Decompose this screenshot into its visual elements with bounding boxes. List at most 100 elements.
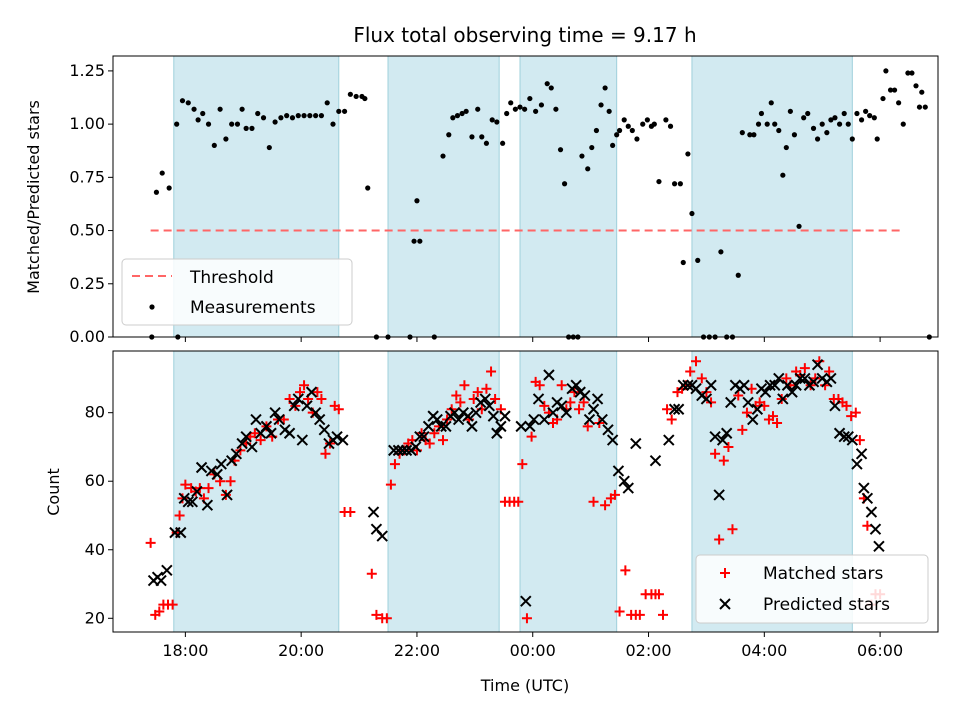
data-point	[880, 95, 886, 102]
data-point	[629, 127, 635, 134]
data-point	[522, 106, 528, 112]
data-point-plus	[167, 599, 178, 610]
data-point-plus	[472, 387, 483, 398]
data-point-x	[777, 393, 789, 405]
data-point	[330, 121, 336, 127]
data-point-plus	[714, 534, 725, 545]
data-point-x	[596, 413, 608, 426]
y-tick-label: 20	[85, 608, 105, 627]
data-point-x	[435, 420, 447, 433]
data-point-x	[337, 434, 349, 446]
data-point-plus	[582, 421, 593, 432]
data-point-x	[414, 430, 426, 443]
data-point	[295, 113, 301, 119]
data-point	[814, 136, 821, 142]
data-point	[585, 166, 591, 172]
data-point-x	[794, 372, 806, 385]
data-point-plus	[255, 435, 266, 446]
data-point	[159, 170, 165, 176]
data-point	[858, 117, 865, 123]
data-point-x	[672, 403, 685, 415]
data-point	[867, 113, 873, 119]
data-point-x	[663, 434, 675, 446]
data-point-x	[201, 499, 214, 511]
data-point-x	[738, 379, 750, 391]
data-point-plus	[741, 407, 752, 418]
data-point-plus	[600, 500, 611, 511]
data-point-x	[495, 420, 507, 433]
data-point-x	[579, 389, 591, 402]
data-point	[239, 106, 245, 112]
data-point-x	[301, 400, 313, 412]
data-point	[185, 100, 191, 106]
data-point-x	[747, 413, 759, 426]
data-point	[671, 181, 678, 187]
data-point-x	[861, 492, 874, 505]
data-point-x	[838, 430, 850, 443]
data-point-x	[682, 379, 694, 391]
data-point-plus	[662, 404, 673, 415]
data-point-x	[483, 400, 496, 412]
data-point	[718, 249, 724, 255]
data-point-x	[292, 393, 304, 405]
legend-matched-swatch	[720, 568, 730, 578]
data-point	[776, 127, 782, 134]
data-point-x	[528, 413, 540, 426]
data-point-x	[400, 444, 413, 457]
y-tick-label: 0.00	[69, 327, 105, 346]
data-point	[589, 144, 595, 151]
data-point	[553, 106, 559, 112]
data-point-x	[764, 379, 776, 391]
y-tick-label: 0.25	[69, 274, 105, 293]
legend-predicted-label: Predicted stars	[763, 595, 890, 615]
data-point-x	[851, 458, 863, 470]
x-tick-label: 18:00	[162, 641, 208, 660]
data-point-plus	[588, 496, 599, 507]
data-point	[533, 108, 539, 114]
data-point	[347, 91, 353, 97]
data-point	[900, 121, 906, 127]
data-point	[353, 93, 359, 100]
data-point-plus	[666, 414, 677, 425]
data-point-x	[205, 465, 218, 477]
data-point	[913, 83, 919, 89]
data-point-plus	[799, 363, 810, 374]
data-point-x	[186, 496, 199, 508]
data-point-plus	[781, 373, 792, 384]
data-point-x	[273, 413, 285, 426]
data-point-x	[799, 372, 811, 385]
data-point	[640, 121, 646, 127]
shaded-interval	[691, 56, 853, 337]
data-point-plus	[534, 380, 545, 391]
data-point-x	[225, 454, 238, 467]
data-point-x	[309, 406, 322, 419]
data-point-x	[751, 403, 764, 415]
data-point-plus	[180, 479, 191, 490]
data-point	[874, 136, 880, 142]
data-point	[593, 127, 600, 134]
data-point	[489, 117, 495, 123]
plot-frame	[112, 55, 939, 338]
data-point-x	[269, 406, 281, 419]
data-point	[663, 117, 669, 123]
legend-measurements-label: Measurements	[190, 298, 316, 318]
data-point-x	[786, 386, 798, 398]
data-point	[440, 153, 446, 159]
data-point-x	[331, 430, 343, 443]
data-point	[791, 132, 798, 138]
data-point-x	[283, 427, 296, 439]
data-point	[200, 110, 206, 117]
data-point	[656, 178, 662, 185]
data-point	[916, 104, 923, 110]
data-point-plus	[565, 397, 576, 408]
chart-title: Flux total observing time = 9.17 h	[353, 23, 696, 47]
top-y-axis-label: Matched/Predicted stars	[24, 100, 43, 294]
data-point	[695, 257, 701, 263]
data-point-plus	[737, 424, 748, 435]
data-point	[883, 68, 889, 74]
y-tick-label: 60	[85, 471, 105, 490]
x-tick-label: 06:00	[857, 641, 903, 660]
data-point	[557, 147, 564, 153]
data-point	[446, 132, 452, 138]
data-point-x	[555, 400, 568, 412]
